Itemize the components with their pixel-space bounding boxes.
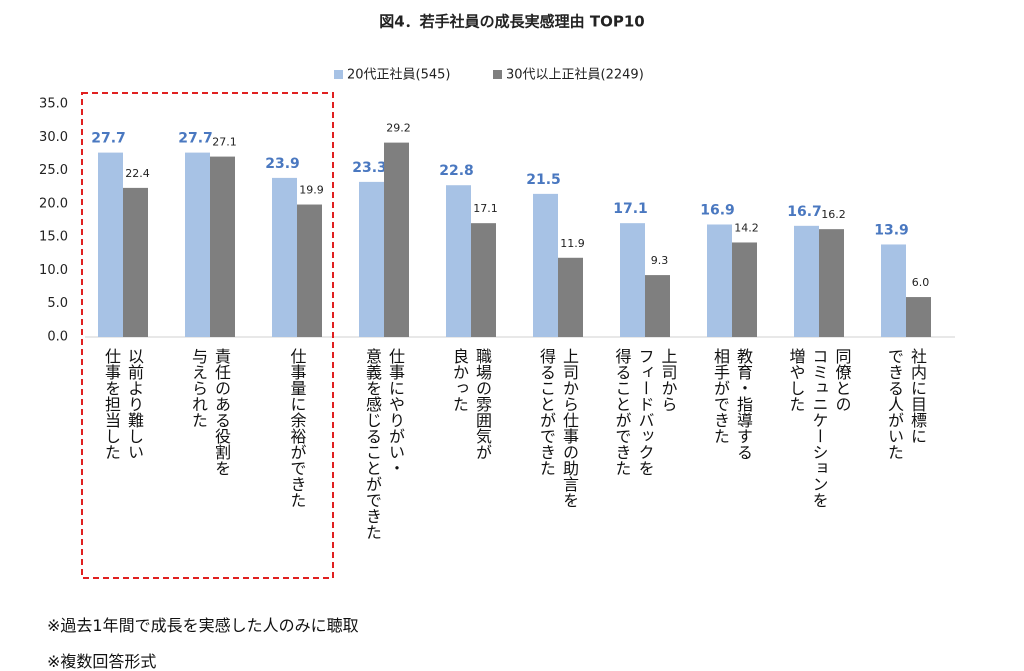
value-label: 17.1 [473,202,498,215]
value-label: 14.2 [734,221,759,234]
value-label: 16.7 [787,204,822,220]
label-line: 良かった [450,348,469,412]
label-line: 仕事にやりがい・ [386,348,405,476]
bar [794,225,819,337]
x-tick-label: 職場の雰囲気が 良かった [448,348,494,460]
value-label: 17.1 [613,201,648,217]
value-label: 23.3 [352,160,387,176]
y-tick-label: 10.0 [39,263,68,278]
value-label: 29.2 [386,122,411,135]
bar [558,257,583,337]
value-label: 22.8 [439,163,474,179]
legend-swatch [334,70,343,79]
bar [359,181,384,337]
bar [210,156,235,337]
label-line: 得ることができた [537,348,556,476]
bar [620,223,645,337]
label-line: 得ることができた [612,348,632,476]
x-tick-label: 以前より難しい 仕事を担当した [100,348,146,460]
value-label: 16.9 [700,202,735,218]
value-label: 27.7 [178,131,213,147]
x-tick-label: 上司から仕事の助言を 得ることができた [535,348,581,508]
label-line: フィードバックを [635,348,655,476]
bar [645,275,670,337]
label-line: 相手ができた [711,348,730,444]
y-tick-label: 35.0 [39,97,68,112]
x-tick-label: 仕事にやりがい・ 意義を感じることができた [361,348,407,540]
value-label: 11.9 [560,237,585,250]
label-line: 上司から仕事の助言を [560,348,579,508]
value-label: 27.1 [212,136,237,149]
legend-label: 20代正社員(545) [347,67,451,83]
label-line: 上司から [658,348,678,412]
legend-swatch [493,70,502,79]
bar [906,297,931,337]
footnote: ※複数回答形式 [47,652,157,671]
bar [533,193,558,337]
bar [123,187,148,337]
bar [471,223,496,337]
y-tick-label: 30.0 [39,130,68,145]
label-line: 意義を感じることができた [363,348,382,540]
y-tick-label: 0.0 [47,330,68,345]
bar [446,185,471,337]
value-label: 19.9 [299,184,324,197]
value-label: 27.7 [91,131,126,147]
y-tick-label: 5.0 [47,296,68,311]
value-label: 21.5 [526,172,561,188]
value-label: 23.9 [265,156,300,172]
bar [707,224,732,337]
label-line: 教育・指導する [734,348,753,460]
footnote: ※過去1年間で成長を実感した人のみに聴取 [47,616,359,635]
x-tick-label: 上司から フィードバックを 得ることができた [611,348,680,476]
y-tick-label: 15.0 [39,230,68,245]
bar [881,244,906,337]
bar [384,142,409,337]
legend-label: 30代以上正社員(2249) [506,67,644,83]
value-label: 16.2 [821,208,846,221]
label-line: 職場の雰囲気が [473,348,492,460]
bar [272,177,297,337]
chart-title: 図4．若手社員の成長実感理由 TOP10 [379,13,645,31]
y-tick-label: 20.0 [39,196,68,211]
value-label: 22.4 [125,167,150,180]
value-label: 9.3 [651,254,669,267]
x-tick-label: 同僚との コミュニケーションを 増やした [785,348,854,508]
label-line: できる人がいた [885,348,904,460]
x-tick-label: 仕事量に余裕ができた [286,348,309,508]
value-label: 6.0 [912,276,930,289]
label-line: 仕事を担当した [102,348,121,460]
y-tick-label: 25.0 [39,163,68,178]
bar [98,152,123,337]
label-line: 与えられた [189,348,208,428]
x-tick-label: 社内に目標に できる人がいた [883,348,929,460]
label-line: 責任のある役割を [212,348,231,476]
bar [732,242,757,337]
label-line: 仕事量に余裕ができた [287,348,307,508]
label-line: 増やした [786,348,806,412]
label-line: 以前より難しい [125,348,144,460]
highlight-box [81,92,334,579]
bar [819,229,844,337]
bar [185,152,210,337]
x-tick-label: 責任のある役割を 与えられた [187,348,233,476]
x-tick-label: 教育・指導する 相手ができた [709,348,755,460]
value-label: 13.9 [874,222,909,238]
bar [297,204,322,337]
label-line: コミュニケーションを [809,348,829,508]
label-line: 社内に目標に [908,348,927,444]
label-line: 同僚との [832,348,852,412]
